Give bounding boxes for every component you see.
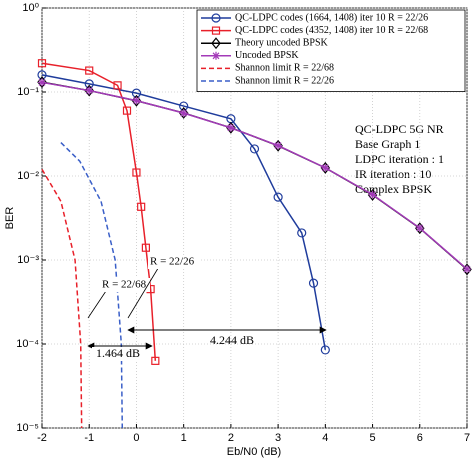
label-box (100, 278, 150, 292)
marker (320, 345, 330, 355)
y-tick-label: 10⁻⁴ (16, 338, 39, 350)
x-tick-label: 3 (275, 432, 281, 444)
legend-label: Theory uncoded BPSK (235, 37, 329, 48)
x-tick-label: 2 (228, 432, 234, 444)
label-box (92, 347, 144, 361)
x-tick-label: 4 (322, 432, 328, 444)
marker (137, 202, 146, 211)
marker (85, 66, 94, 75)
legend-marker (211, 37, 221, 50)
legend-label: Shannon limit R = 22/26 (235, 75, 334, 86)
annotation: R = 22/68 (102, 279, 147, 291)
annotation: LDPC iteration : 1 (355, 152, 444, 166)
annotation: R = 22/26 (150, 256, 195, 268)
x-tick-label: 7 (464, 432, 470, 444)
marker (113, 81, 122, 90)
marker (321, 163, 330, 172)
marker (308, 278, 319, 288)
marker (249, 144, 260, 154)
annotation: IR iteration : 10 (355, 167, 431, 181)
marker (131, 94, 142, 107)
marker (274, 141, 283, 150)
y-tick-label: 10⁻² (17, 170, 39, 182)
x-tick-label: 6 (417, 432, 423, 444)
marker (463, 265, 471, 274)
series-line (41, 81, 468, 270)
marker (38, 78, 46, 87)
legend-marker (212, 51, 220, 60)
y-tick-label: 10⁻¹ (17, 86, 39, 98)
series-line (41, 74, 327, 351)
marker (37, 59, 47, 68)
x-tick-label: 1 (181, 432, 187, 444)
legend-label: Uncoded BPSK (235, 50, 299, 61)
series-line (41, 168, 83, 429)
x-axis-label: Eb/N0 (dB) (227, 446, 281, 458)
marker (132, 168, 141, 177)
annotation: Complex BPSK (355, 182, 432, 196)
marker (132, 96, 141, 105)
annotation: 1.464 dB (96, 346, 140, 360)
series-line (41, 62, 157, 361)
annotation: Base Graph 1 (355, 137, 420, 151)
marker (415, 224, 424, 233)
marker (297, 228, 307, 238)
label-box (148, 255, 200, 269)
x-tick-label: -2 (37, 432, 47, 444)
marker (122, 106, 132, 115)
marker (226, 121, 236, 134)
y-tick-label: 10⁻⁵ (16, 422, 39, 434)
legend-box (196, 9, 466, 92)
marker (179, 109, 188, 118)
legend-label: Shannon limit R = 22/68 (235, 63, 334, 74)
marker (226, 123, 235, 132)
annotation: QC-LDPC 5G NR (355, 122, 444, 136)
legend-marker (211, 26, 221, 35)
leader (127, 264, 161, 319)
y-tick-label: 10⁻³ (17, 254, 39, 266)
y-tick-label: 10⁰ (22, 2, 39, 14)
x-tick-label: -1 (84, 432, 94, 444)
legend: QC-LDPC codes (1664, 1408) iter 10 R = 2… (196, 9, 466, 92)
marker (141, 243, 150, 252)
legend-label: QC-LDPC codes (1664, 1408) iter 10 R = 2… (235, 12, 428, 23)
marker (368, 190, 377, 199)
marker (84, 84, 94, 97)
legend-label: QC-LDPC codes (4352, 1408) iter 10 R = 2… (235, 25, 428, 36)
legend-marker (211, 13, 221, 23)
marker (85, 86, 94, 95)
y-axis-label: BER (4, 207, 16, 230)
x-tick-label: 0 (133, 432, 139, 444)
x-tick-label: 5 (369, 432, 375, 444)
marker (273, 192, 283, 202)
marker (151, 356, 160, 365)
annotation: 4.244 dB (210, 333, 254, 347)
